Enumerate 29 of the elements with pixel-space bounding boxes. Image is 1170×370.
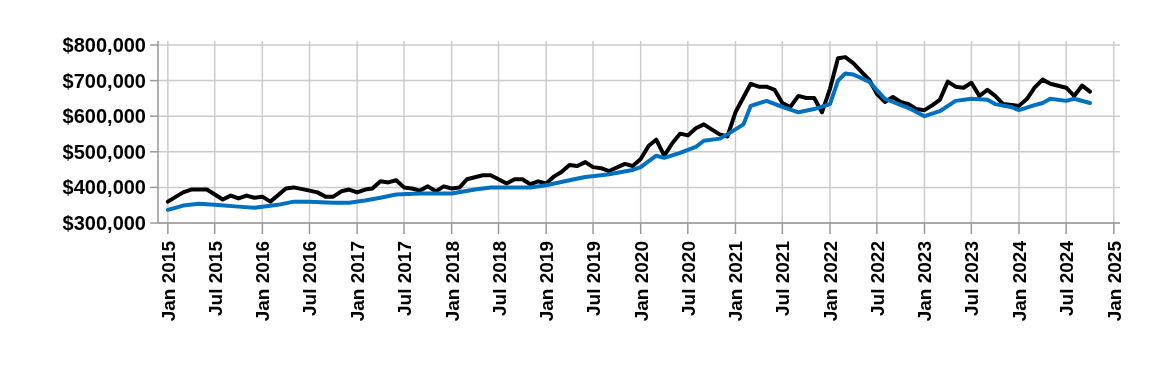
x-tick-label: Jan 2022 — [819, 241, 841, 322]
x-tick-label: Jan 2021 — [725, 240, 747, 322]
x-tick-label: Jan 2018 — [441, 241, 463, 322]
x-tick-label: Jul 2023 — [961, 241, 983, 316]
x-tick-label: Jul 2015 — [204, 240, 226, 316]
y-tick-label: $300,000 — [62, 212, 146, 234]
x-tick-label: Jan 2016 — [252, 241, 274, 322]
line-series — [165, 71, 1092, 212]
y-tick-label: $400,000 — [62, 176, 146, 199]
y-tick-label: $800,000 — [62, 34, 146, 56]
x-tick-label: Jan 2023 — [914, 241, 936, 322]
x-tick-label: Jul 2022 — [866, 241, 888, 316]
x-tick-label: Jul 2018 — [488, 241, 510, 316]
x-tick-label: Jul 2017 — [394, 241, 415, 316]
x-tick-label: Jan 2024 — [1009, 240, 1031, 322]
x-tick-label: Jan 2019 — [536, 241, 558, 322]
x-tick-label: Jan 2025 — [1103, 240, 1125, 322]
x-tick-label: Jul 2020 — [677, 241, 699, 316]
x-tick-label: Jan 2017 — [347, 241, 369, 322]
x-tick-label: Jan 2020 — [630, 241, 652, 322]
x-tick-label: Jan 2015 — [157, 240, 179, 322]
y-tick-label: $700,000 — [62, 69, 146, 92]
line-series — [165, 55, 1092, 204]
x-tick-label: Jul 2019 — [583, 241, 605, 316]
y-tick-label: $600,000 — [62, 105, 146, 128]
x-tick-label: Jul 2024 — [1056, 240, 1078, 316]
y-tick-label: $500,000 — [62, 140, 146, 163]
x-tick-label: Jul 2016 — [299, 241, 321, 316]
x-tick-label: Jul 2021 — [772, 240, 794, 316]
